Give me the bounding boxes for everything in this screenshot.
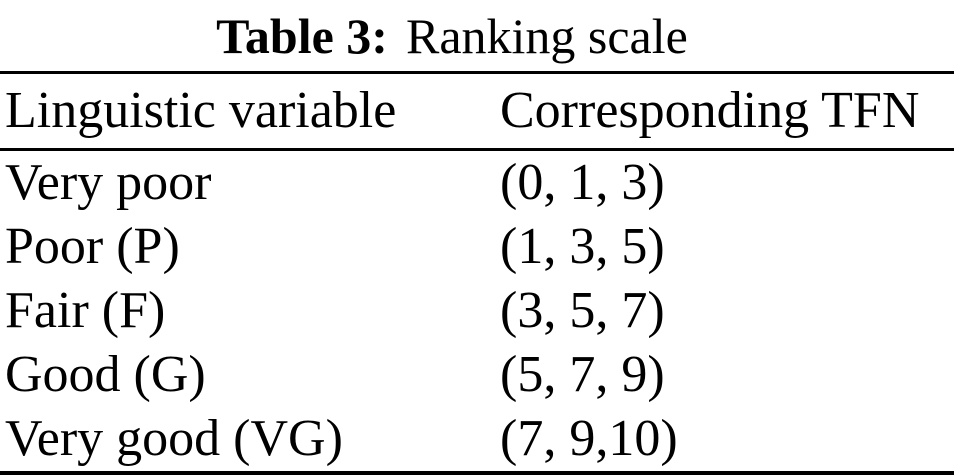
table-top-rule xyxy=(0,71,954,74)
table-row-good: Good (G) (5, 7, 9) xyxy=(0,343,954,407)
table-caption-title: Ranking scale xyxy=(405,7,688,64)
cell-linguistic-variable: Very good (VG) xyxy=(5,410,343,467)
cell-tfn-value: (3, 5, 7) xyxy=(500,282,665,339)
cell-tfn-value: (5, 7, 9) xyxy=(500,346,665,403)
cell-tfn-value: (1, 3, 5) xyxy=(500,218,665,275)
cell-linguistic-variable: Poor (P) xyxy=(5,218,180,275)
table-caption-label: Table 3: xyxy=(216,7,388,64)
column-header-linguistic-variable: Linguistic variable xyxy=(5,82,397,139)
table-body: Very poor (0, 1, 3) Poor (P) (1, 3, 5) F… xyxy=(0,151,954,471)
cell-tfn-value: (0, 1, 3) xyxy=(500,154,665,211)
table-header-rule xyxy=(0,148,954,151)
table-row-very-poor: Very poor (0, 1, 3) xyxy=(0,151,954,215)
table-row-fair: Fair (F) (3, 5, 7) xyxy=(0,279,954,343)
cell-linguistic-variable: Very poor xyxy=(5,154,212,211)
table-row-poor: Poor (P) (1, 3, 5) xyxy=(0,215,954,279)
cell-linguistic-variable: Good (G) xyxy=(5,346,206,403)
table-header-row: Linguistic variable Corresponding TFN xyxy=(0,74,954,148)
cell-linguistic-variable: Fair (F) xyxy=(5,282,166,339)
table-bottom-rule xyxy=(0,471,954,475)
table-row-very-good: Very good (VG) (7, 9,10) xyxy=(0,407,954,471)
table-caption: Table 3: Ranking scale xyxy=(0,0,929,71)
column-header-corresponding-tfn: Corresponding TFN xyxy=(500,82,920,139)
cell-tfn-value: (7, 9,10) xyxy=(500,410,678,467)
